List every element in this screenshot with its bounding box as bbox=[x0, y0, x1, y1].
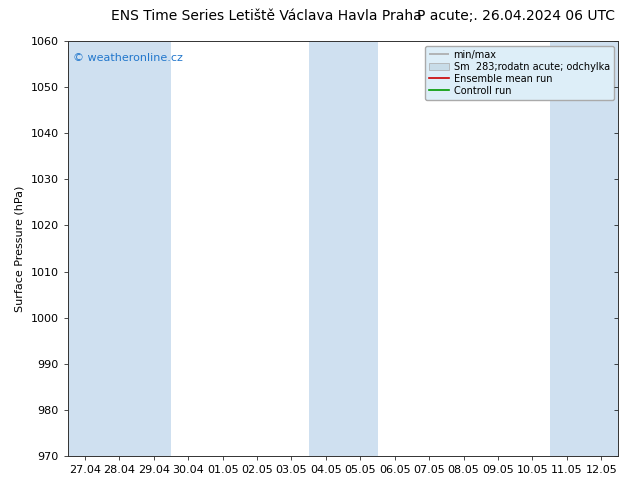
Text: ENS Time Series Letiště Václava Havla Praha: ENS Time Series Letiště Václava Havla Pr… bbox=[111, 9, 422, 23]
Bar bbox=[102, 41, 136, 456]
Bar bbox=[550, 41, 584, 456]
Y-axis label: Surface Pressure (hPa): Surface Pressure (hPa) bbox=[15, 185, 25, 312]
Bar bbox=[584, 41, 619, 456]
Bar bbox=[309, 41, 343, 456]
Legend: min/max, Sm  283;rodatn acute; odchylka, Ensemble mean run, Controll run: min/max, Sm 283;rodatn acute; odchylka, … bbox=[425, 46, 614, 99]
Text: P acute;. 26.04.2024 06 UTC: P acute;. 26.04.2024 06 UTC bbox=[417, 9, 615, 23]
Bar bbox=[343, 41, 377, 456]
Text: © weatheronline.cz: © weatheronline.cz bbox=[73, 53, 183, 64]
Bar bbox=[136, 41, 171, 456]
Bar bbox=[68, 41, 102, 456]
